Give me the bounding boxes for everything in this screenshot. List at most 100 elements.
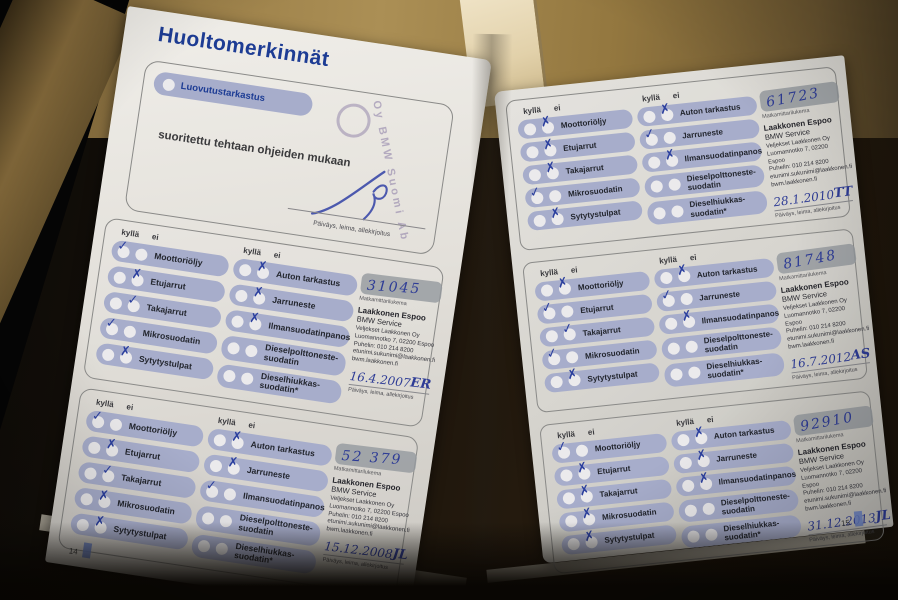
pen-mark-icon: ✓ bbox=[545, 345, 560, 363]
checkbox-kylla bbox=[201, 511, 216, 526]
checklist-item-label: Sytytystulpat bbox=[604, 531, 655, 546]
checklist-item-label: Dieselpolttoneste-suodatin bbox=[237, 512, 314, 538]
stamp-column: 31045 Matkamittarilukema Laakkonen Espoo… bbox=[345, 265, 443, 422]
checkbox-ei: ✗ bbox=[680, 308, 696, 329]
checkbox-kylla bbox=[227, 341, 241, 355]
checkbox-kylla bbox=[669, 368, 683, 382]
checkbox-ei bbox=[687, 366, 701, 380]
checkbox-kylla: ✓ bbox=[555, 439, 571, 460]
pen-mark-icon: ✗ bbox=[538, 113, 553, 131]
header-kylla: kyllä bbox=[556, 428, 576, 440]
checklist-item-label: Auton tarkastus bbox=[250, 438, 316, 459]
checkbox-kylla: ✓ bbox=[205, 478, 220, 499]
checkbox-kylla bbox=[559, 468, 574, 483]
checklist-item-label: Takajarrut bbox=[599, 486, 639, 500]
page-number: 14 bbox=[68, 540, 93, 559]
checkbox-kylla: ✓ bbox=[116, 238, 131, 259]
header-kylla: kyllä bbox=[242, 245, 262, 258]
checkbox-kylla bbox=[523, 122, 537, 136]
checklist-item-label: Auton tarkastus bbox=[696, 264, 758, 280]
checklist-item-label: Takajarrut bbox=[582, 324, 622, 338]
checkbox-ei: ✗ bbox=[565, 367, 582, 388]
pen-mark-icon: ✗ bbox=[674, 262, 689, 280]
checklist-item-label: Mikrosuodatin bbox=[142, 327, 202, 346]
pen-mark-icon: ✗ bbox=[227, 455, 239, 471]
header-ei: ei bbox=[689, 252, 697, 263]
checklist-column-right: kyllä ei ✗ Auton tarkastus ✗ Jarruneste … bbox=[215, 245, 360, 410]
service-record-block: kyllä ei ✓ Moottoriöljy ✗ Etujarrut ✗ Ta… bbox=[539, 389, 892, 575]
header-ei: ei bbox=[247, 420, 256, 431]
checkbox-kylla bbox=[87, 440, 102, 455]
page-tab-marker bbox=[853, 510, 864, 527]
checkbox-ei bbox=[701, 502, 715, 516]
checkbox-kylla bbox=[83, 466, 98, 480]
pen-mark-icon: ✓ bbox=[528, 183, 543, 201]
pen-mark-icon: ✓ bbox=[127, 292, 139, 308]
checkbox-kylla bbox=[550, 375, 564, 389]
pen-mark-icon: ✗ bbox=[253, 284, 265, 301]
service-record-block: kyllä ei ✗ Moottoriöljy ✓ Etujarrut ✓ Ta… bbox=[522, 228, 872, 413]
header-kylla: kyllä bbox=[675, 416, 695, 428]
checklist-item-label: Mikrosuodatin bbox=[116, 497, 176, 517]
pen-mark-icon: ✓ bbox=[659, 287, 674, 305]
checkbox-kylla bbox=[79, 492, 94, 506]
checkbox-kylla bbox=[659, 271, 673, 285]
checkbox-ei bbox=[560, 305, 574, 319]
checkbox-ei: ✗ bbox=[580, 506, 596, 527]
checkbox-ei bbox=[667, 178, 681, 192]
booklet-page-left: Huoltomerkinnät Luovutustarkastus suorit… bbox=[44, 6, 492, 600]
pen-mark-icon: ✓ bbox=[560, 320, 575, 338]
pen-mark-icon: ✓ bbox=[554, 438, 570, 457]
checkbox-ei: ✗ bbox=[252, 285, 267, 305]
checklist-column-right: kyllä ei ✗ Auton tarkastus ✓ Jarruneste … bbox=[635, 83, 770, 232]
checklist-item-label: Jarruneste bbox=[681, 127, 724, 141]
checklist-item-label: Ilmansuodatinpanos bbox=[701, 308, 780, 326]
delivery-inspection-section: Luovutustarkastus suoritettu tehtaan ohj… bbox=[123, 59, 455, 256]
checkbox-ei: ✗ bbox=[248, 311, 263, 331]
checklist-item-label: Mikrosuodatin bbox=[567, 184, 623, 199]
checkbox-ei: ✗ bbox=[663, 146, 679, 167]
pen-mark-icon: ✗ bbox=[131, 266, 143, 282]
checkbox-ei bbox=[223, 487, 238, 501]
checklist-column-left: kyllä ei ✗ Moottoriöljy ✗ Etujarrut ✗ Ta… bbox=[516, 96, 644, 244]
checklist-column-left: kyllä ei ✗ Moottoriöljy ✓ Etujarrut ✓ Ta… bbox=[533, 258, 661, 406]
checkbox-ei: ✓ bbox=[561, 321, 577, 342]
checklist-item-label: Dieselhiukkas-suodatin* bbox=[689, 194, 746, 219]
checkbox-circle bbox=[162, 77, 176, 92]
checkbox-kylla bbox=[222, 369, 237, 384]
checklist-item-label: Dieselhiukkas-suodatin* bbox=[723, 518, 780, 543]
checkbox-kylla bbox=[238, 262, 253, 277]
checkbox-kylla bbox=[642, 109, 656, 124]
checkbox-kylla bbox=[564, 514, 578, 528]
checkbox-kylla: ✓ bbox=[642, 125, 659, 146]
header-ei: ei bbox=[151, 232, 160, 243]
pen-mark-icon: ✗ bbox=[257, 259, 269, 275]
checkbox-ei: ✗ bbox=[544, 159, 560, 180]
header-kylla: kyllä bbox=[217, 415, 237, 428]
checklist-item-label: Ilmansuodatinpanos bbox=[718, 470, 797, 488]
header-ei: ei bbox=[672, 90, 680, 101]
checklist-item-label: Etujarrut bbox=[149, 276, 187, 292]
checklist-item-label: Etujarrut bbox=[579, 302, 614, 315]
checklist-item-label: Etujarrut bbox=[562, 140, 597, 153]
delivery-inspection-item: Luovutustarkastus bbox=[152, 70, 314, 118]
bmw-roundel-stamp-icon bbox=[334, 101, 373, 140]
service-blocks-left: kyllä ei ✓ Moottoriöljy ✗ Etujarrut ✓ Ta… bbox=[57, 217, 445, 599]
checklist-item-label: Takajarrut bbox=[120, 471, 163, 488]
pen-mark-icon: ✗ bbox=[98, 488, 110, 504]
checkbox-kylla: ✓ bbox=[105, 315, 119, 336]
pen-mark-icon: ✓ bbox=[91, 408, 104, 424]
checklist-column-right: kyllä ei ✗ Auton tarkastus ✗ Jarruneste … bbox=[669, 406, 804, 555]
checklist-item-label: Ilmansuodatinpanos bbox=[242, 490, 326, 513]
checklist-item-label: Ilmansuodatinpanos bbox=[684, 146, 763, 164]
checklist-item-label: Moottoriöljy bbox=[128, 420, 178, 438]
checkbox-kylla bbox=[540, 284, 554, 298]
checkbox-ei: ✗ bbox=[692, 424, 708, 445]
checkbox-ei: ✗ bbox=[256, 259, 271, 280]
checkbox-ei: ✗ bbox=[694, 447, 710, 468]
page-number-value: 15 bbox=[840, 518, 851, 529]
signature-initials: AS bbox=[850, 345, 872, 363]
checklist-item-label: Auton tarkastus bbox=[679, 102, 741, 118]
checkbox-kylla: ✓ bbox=[659, 287, 676, 308]
checkbox-kylla bbox=[567, 537, 581, 551]
